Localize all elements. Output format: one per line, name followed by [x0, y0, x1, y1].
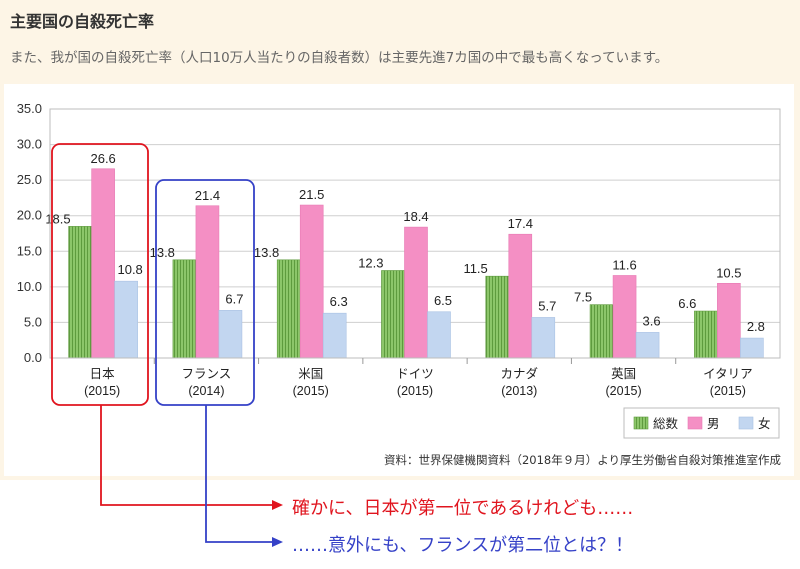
category-label: 米国	[298, 366, 323, 381]
value-label: 3.6	[643, 313, 661, 328]
value-label: 6.3	[330, 294, 348, 309]
legend-swatch-male	[687, 416, 703, 430]
category-year-label: (2015)	[84, 384, 120, 398]
legend-swatch-female	[738, 416, 754, 430]
bar-female	[531, 317, 556, 359]
page-title: 主要国の自殺死亡率	[10, 12, 155, 31]
value-label: 21.5	[299, 187, 324, 202]
connector-france	[205, 405, 272, 543]
bar-female	[322, 312, 347, 359]
category-year-label: (2015)	[710, 384, 746, 398]
category-year-label: (2015)	[606, 384, 642, 398]
bar-female	[114, 280, 138, 359]
y-tick-label: 0.0	[24, 350, 42, 365]
y-tick-label: 20.0	[17, 208, 42, 223]
value-label: 11.5	[463, 261, 487, 276]
connector-japan	[100, 405, 272, 506]
category-year-label: (2013)	[501, 384, 537, 398]
bar-male	[299, 204, 324, 359]
legend-label-female: 女	[758, 416, 771, 431]
y-tick-label: 25.0	[17, 172, 42, 187]
category-label: フランス	[182, 366, 232, 381]
value-label: 10.8	[117, 262, 142, 277]
value-label: 5.7	[538, 298, 556, 313]
value-label: 6.5	[434, 293, 452, 308]
category-year-label: (2015)	[397, 384, 433, 398]
bar-female	[740, 337, 764, 359]
value-label: 18.4	[403, 209, 428, 224]
bar-female	[218, 310, 243, 359]
value-label: 2.8	[747, 319, 765, 334]
page-subtitle: また、我が国の自殺死亡率（人口10万人当たりの自殺者数）は主要先進7カ国の中で最…	[10, 50, 669, 66]
y-tick-label: 15.0	[17, 243, 42, 258]
highlight-box-france	[155, 179, 255, 406]
legend-swatch-total	[633, 416, 649, 430]
bar-male	[404, 226, 428, 359]
arrow-head-japan	[272, 500, 283, 510]
value-label: 11.6	[612, 257, 636, 272]
highlight-box-japan	[51, 143, 149, 406]
y-tick-label: 30.0	[17, 137, 42, 152]
bar-male	[612, 275, 637, 359]
annotation-france: ……意外にも、フランスが第二位とは？！	[292, 535, 634, 556]
category-label: 日本	[90, 366, 116, 381]
value-label: 13.8	[150, 245, 175, 260]
bar-female	[635, 332, 660, 359]
category-label: 英国	[611, 366, 636, 381]
bar-male	[195, 205, 220, 359]
category-label: ドイツ	[396, 366, 434, 381]
category-label: イタリア	[703, 366, 753, 381]
y-tick-label: 10.0	[17, 279, 42, 294]
bar-total	[485, 275, 510, 359]
bar-male	[508, 233, 533, 359]
annotation-japan: 確かに、日本が第一位であるけれども……	[292, 498, 634, 519]
y-tick-label: 5.0	[24, 314, 42, 329]
bar-female	[427, 311, 451, 359]
value-label: 18.5	[45, 211, 70, 226]
legend-label-total: 総数	[653, 416, 679, 431]
value-label: 21.4	[195, 188, 220, 203]
bar-total	[694, 310, 718, 359]
category-label: カナダ	[501, 366, 539, 381]
bar-total	[381, 270, 405, 359]
legend-label-male: 男	[707, 416, 720, 431]
value-label: 13.8	[254, 245, 279, 260]
value-label: 12.3	[358, 255, 383, 270]
value-label: 6.7	[225, 291, 243, 306]
source-note: 資料：世界保健機関資料（2018年９月）より厚生労働省自殺対策推進室作成	[384, 453, 782, 467]
value-label: 17.4	[508, 216, 533, 231]
bar-male	[91, 168, 115, 359]
value-label: 6.6	[678, 296, 696, 311]
arrow-head-france	[272, 537, 283, 547]
y-tick-label: 35.0	[17, 101, 42, 116]
category-year-label: (2015)	[293, 384, 329, 398]
value-label: 26.6	[90, 151, 115, 166]
bar-total	[68, 226, 92, 359]
bar-total	[589, 304, 614, 359]
bar-male	[717, 282, 741, 359]
bar-total	[172, 259, 197, 359]
plot-frame	[49, 108, 781, 359]
category-year-label: (2014)	[188, 384, 224, 398]
bar-total	[276, 259, 301, 359]
value-label: 10.5	[716, 265, 741, 280]
value-label: 7.5	[574, 290, 592, 305]
annotation-area	[0, 480, 800, 569]
